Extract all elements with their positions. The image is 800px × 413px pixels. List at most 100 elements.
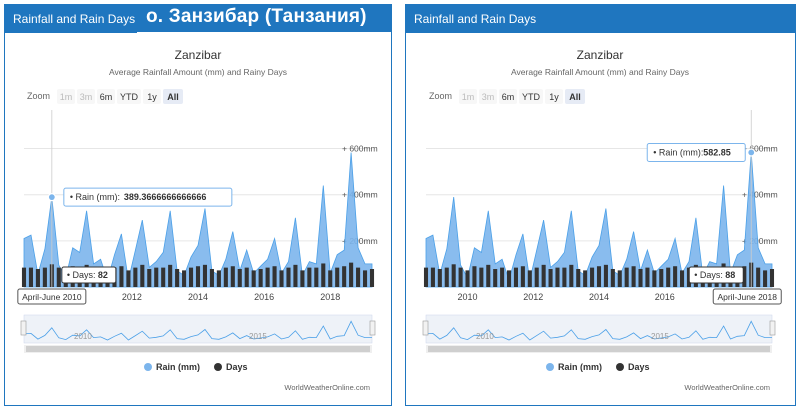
- legend-rain-marker[interactable]: [546, 363, 554, 371]
- days-bar: [168, 264, 173, 287]
- navigator[interactable]: [425, 314, 773, 344]
- days-bar: [423, 267, 429, 287]
- days-bar: [126, 270, 131, 287]
- zoom-button-1y[interactable]: [545, 89, 563, 104]
- zoom-button-label[interactable]: YTD: [120, 92, 139, 102]
- navigator-handle-left[interactable]: [422, 320, 429, 336]
- navigator-handle-right[interactable]: [769, 320, 776, 336]
- rain-tooltip-value: 389.3666666666666: [124, 192, 207, 202]
- zoom-button-label[interactable]: 1y: [147, 92, 157, 102]
- rain-tooltip: [63, 187, 233, 207]
- days-bar: [645, 267, 650, 287]
- days-bar: [617, 270, 622, 287]
- zoom-button-all[interactable]: [163, 89, 183, 104]
- days-bar: [195, 266, 201, 287]
- zoom-button-label[interactable]: 1y: [549, 92, 559, 102]
- days-bar: [569, 264, 574, 287]
- days-bar: [534, 267, 539, 287]
- days-bar: [742, 266, 747, 287]
- zoom-button-label[interactable]: 1m: [462, 92, 475, 102]
- navigator-tick-label: 2015: [249, 332, 267, 341]
- zoom-button-label[interactable]: All: [569, 92, 581, 102]
- rain-tooltip: [646, 142, 746, 162]
- days-bar: [465, 270, 470, 287]
- x-tick-label: 2012: [122, 292, 142, 302]
- period-tooltip-label: April-June 2018: [717, 292, 777, 302]
- zoom-button-label[interactable]: 6m: [100, 92, 113, 102]
- days-bar: [356, 267, 361, 287]
- days-bar: [548, 269, 553, 287]
- panel-header: Rainfall and Rain Days: [406, 5, 795, 33]
- days-bar: [507, 270, 512, 287]
- zoom-button-label[interactable]: 6m: [502, 92, 515, 102]
- days-bar: [119, 266, 124, 287]
- days-bar: [265, 267, 270, 287]
- days-tooltip: [688, 266, 744, 284]
- days-bar: [182, 270, 187, 287]
- zoom-button-all[interactable]: [565, 89, 585, 104]
- zoom-button-label[interactable]: All: [167, 92, 179, 102]
- zoom-button-ytd[interactable]: [117, 89, 141, 104]
- days-bar: [175, 269, 180, 287]
- days-bar: [479, 267, 484, 287]
- x-tick-label: 2018: [320, 292, 340, 302]
- days-bar: [527, 270, 532, 287]
- overlay-title-background: [136, 4, 392, 32]
- scrollbar-thumb[interactable]: [428, 346, 770, 352]
- days-bar: [314, 267, 319, 287]
- legend-days-marker[interactable]: [616, 363, 624, 371]
- y-tick-label: + 600mm: [742, 144, 778, 154]
- zoom-button-6m[interactable]: [97, 89, 115, 104]
- x-tick-label: 2010: [458, 292, 478, 302]
- navigator-handle-right[interactable]: [369, 320, 376, 336]
- days-tooltip-label: • Days:: [67, 270, 96, 280]
- scrollbar-thumb[interactable]: [26, 346, 370, 352]
- zoom-button-label[interactable]: YTD: [522, 92, 541, 102]
- days-bar: [209, 269, 214, 287]
- days-bar: [486, 264, 491, 287]
- days-bar: [631, 266, 636, 287]
- days-bar: [500, 267, 505, 287]
- days-bar: [244, 267, 249, 287]
- days-bar: [458, 267, 463, 287]
- zoom-button-label[interactable]: 1m: [60, 92, 73, 102]
- zoom-label: Zoom: [27, 91, 50, 101]
- zoom-button-3m[interactable]: [479, 89, 497, 104]
- days-bar: [300, 270, 305, 287]
- days-bar: [223, 267, 228, 287]
- navigator-tick-label: 2010: [476, 332, 494, 341]
- legend-rain-marker[interactable]: [144, 363, 152, 371]
- navigator-handle-left[interactable]: [20, 320, 27, 336]
- zoom-button-6m[interactable]: [499, 89, 517, 104]
- chart-subtitle: Average Rainfall Amount (mm) and Rainy D…: [109, 67, 287, 77]
- days-bar: [763, 270, 768, 287]
- days-bar: [555, 267, 560, 287]
- zoom-button-3m[interactable]: [77, 89, 95, 104]
- zoom-button-1m[interactable]: [57, 89, 75, 104]
- y-tick-label: + 200mm: [742, 236, 778, 246]
- legend-rain-label[interactable]: Rain (mm): [156, 362, 200, 372]
- credit-label: WorldWeatherOnline.com: [684, 383, 770, 392]
- zoom-button-label[interactable]: 3m: [482, 92, 495, 102]
- legend-rain-label[interactable]: Rain (mm): [558, 362, 602, 372]
- navigator-series: [23, 320, 372, 341]
- legend-days-marker[interactable]: [214, 363, 222, 371]
- zoom-button-1y[interactable]: [143, 89, 161, 104]
- chart-title: Zanzibar: [175, 48, 222, 62]
- hover-point: [747, 148, 756, 157]
- zoom-button-ytd[interactable]: [519, 89, 543, 104]
- days-bar: [493, 269, 498, 287]
- legend-days-label[interactable]: Days: [628, 362, 650, 372]
- days-bar: [437, 269, 442, 287]
- y-tick-label: + 400mm: [342, 190, 378, 200]
- days-bar: [362, 270, 368, 287]
- days-bar: [258, 269, 263, 287]
- days-bar: [28, 267, 34, 287]
- zoom-button-1m[interactable]: [459, 89, 477, 104]
- zoom-label: Zoom: [429, 91, 452, 101]
- legend-days-label[interactable]: Days: [226, 362, 248, 372]
- days-bar: [673, 266, 678, 287]
- days-tooltip-value: 88: [725, 270, 735, 280]
- days-bar: [279, 270, 284, 287]
- zoom-button-label[interactable]: 3m: [80, 92, 93, 102]
